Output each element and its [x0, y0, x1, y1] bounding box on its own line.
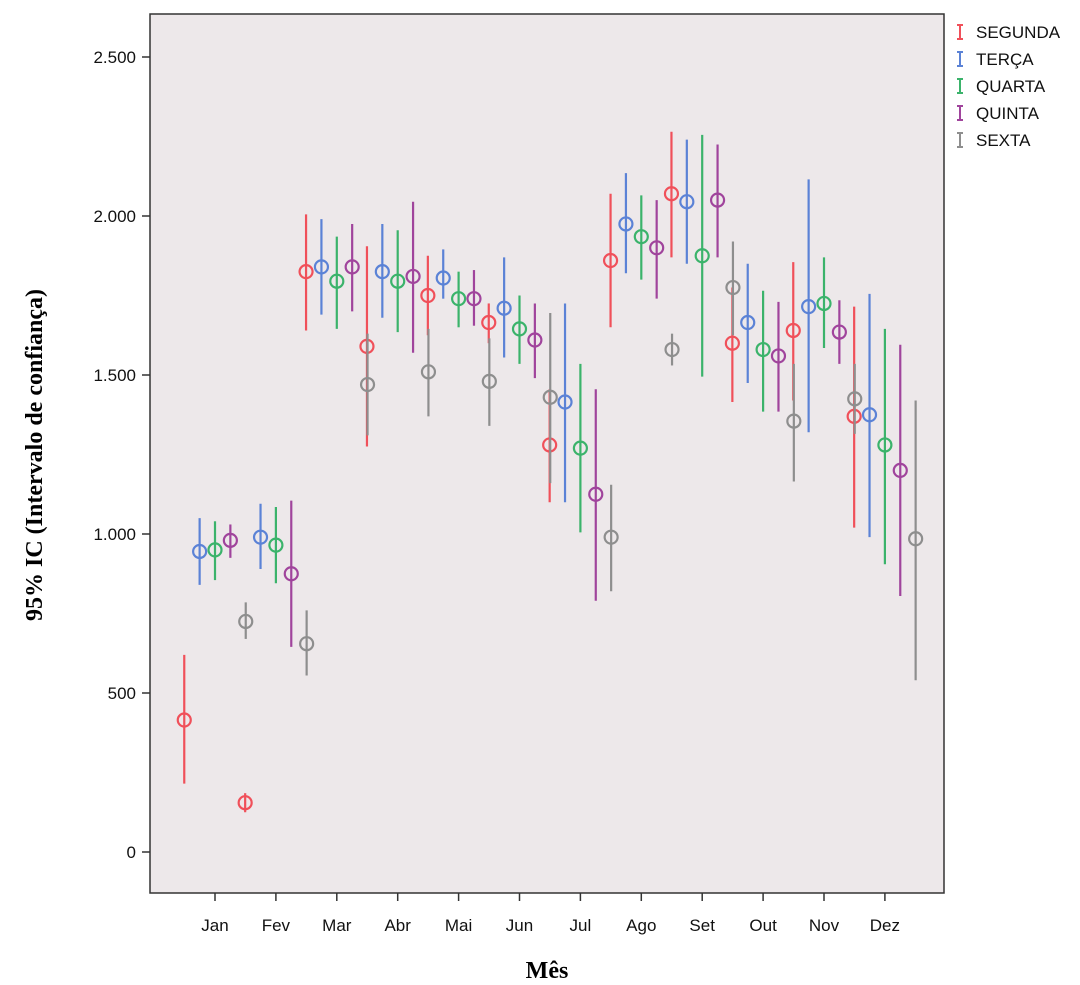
y-tick-label: 1.000 [93, 525, 136, 544]
mean-marker [816, 295, 832, 312]
mean-marker [390, 273, 406, 289]
mean-marker [588, 486, 604, 502]
mean-marker [861, 407, 878, 423]
x-tick-label: Mar [322, 916, 352, 935]
mean-marker [344, 259, 360, 275]
mean-marker [176, 712, 192, 728]
mean-marker [192, 543, 208, 560]
x-tick-label: Jun [506, 916, 533, 935]
mean-marker [299, 636, 315, 652]
mean-marker [237, 795, 253, 811]
mean-marker [679, 194, 695, 210]
mean-marker [268, 537, 284, 553]
mean-marker [572, 440, 589, 456]
mean-marker [770, 348, 787, 364]
series-quarta [207, 134, 893, 584]
mean-marker [313, 259, 330, 275]
mean-marker [725, 279, 741, 296]
series-layer [176, 131, 924, 813]
mean-marker [831, 324, 847, 340]
x-tick-label: Abr [384, 916, 411, 935]
mean-marker [435, 270, 451, 286]
mean-marker [602, 252, 619, 269]
x-tick-label: Jul [570, 916, 592, 935]
mean-marker [786, 413, 802, 429]
y-tick-label: 1.500 [93, 366, 136, 385]
x-axis-title: Mês [526, 958, 569, 984]
mean-marker [892, 462, 908, 478]
mean-marker [466, 291, 482, 307]
y-tick-label: 2.500 [93, 48, 136, 67]
mean-marker [420, 364, 437, 380]
mean-marker [298, 264, 314, 280]
x-tick-label: Out [749, 916, 777, 935]
mean-marker [527, 332, 543, 348]
x-tick-label: Nov [809, 916, 840, 935]
y-axis: 0 500 1.000 1.500 2.000 2.500 [93, 48, 150, 862]
legend-label: SEGUNDA [976, 23, 1061, 42]
mean-marker [542, 389, 558, 405]
x-tick-label: Dez [870, 916, 900, 935]
plot-area [149, 13, 945, 894]
mean-marker [694, 248, 710, 264]
x-tick-label: Ago [626, 916, 656, 935]
mean-marker [618, 216, 634, 232]
mean-marker [663, 186, 680, 202]
mean-marker [420, 287, 436, 304]
legend-label: TERÇA [976, 50, 1034, 69]
y-tick-label: 0 [127, 843, 136, 862]
mean-marker [709, 192, 726, 208]
mean-marker [481, 373, 497, 389]
x-tick-label: Jan [201, 916, 228, 935]
mean-marker [374, 264, 390, 280]
mean-marker [252, 529, 269, 545]
mean-marker [801, 299, 817, 315]
mean-marker [511, 321, 528, 337]
mean-marker [283, 566, 299, 582]
legend-label: QUARTA [976, 77, 1046, 96]
mean-marker [785, 322, 801, 339]
mean-marker [496, 300, 512, 316]
series-quinta [222, 144, 908, 647]
legend-label: SEXTA [976, 131, 1031, 150]
series-sexta [238, 241, 924, 681]
mean-marker [664, 341, 680, 358]
mean-marker [359, 376, 376, 393]
mean-marker [222, 532, 238, 548]
mean-marker [329, 273, 345, 289]
mean-marker [238, 613, 254, 630]
legend: SEGUNDA TERÇA QUARTA QUINTA SEXTA [957, 23, 1061, 150]
y-tick-label: 500 [108, 684, 136, 703]
x-tick-label: Mai [445, 916, 472, 935]
mean-marker [740, 314, 756, 331]
mean-marker [451, 291, 467, 307]
y-axis-title: 95% IC (Intervalo de confiança) [22, 289, 48, 621]
mean-marker [755, 341, 771, 358]
series-terça [192, 139, 878, 585]
mean-marker [649, 240, 665, 256]
legend-label: QUINTA [976, 104, 1040, 123]
mean-marker [724, 335, 740, 351]
mean-marker [877, 437, 893, 453]
y-tick-label: 2.000 [93, 207, 136, 226]
mean-marker [908, 531, 924, 547]
mean-marker [847, 391, 863, 407]
mean-marker [633, 229, 649, 245]
mean-marker [405, 268, 421, 285]
x-tick-label: Fev [262, 916, 291, 935]
x-tick-label: Set [689, 916, 715, 935]
mean-marker [481, 314, 497, 331]
series-segunda [176, 131, 862, 813]
mean-marker [557, 394, 573, 410]
mean-marker [207, 542, 223, 558]
x-axis: Jan Fev Mar Abr Mai Jun Jul Ago Set Out Nov Dez [201, 893, 900, 935]
mean-marker [603, 529, 619, 545]
